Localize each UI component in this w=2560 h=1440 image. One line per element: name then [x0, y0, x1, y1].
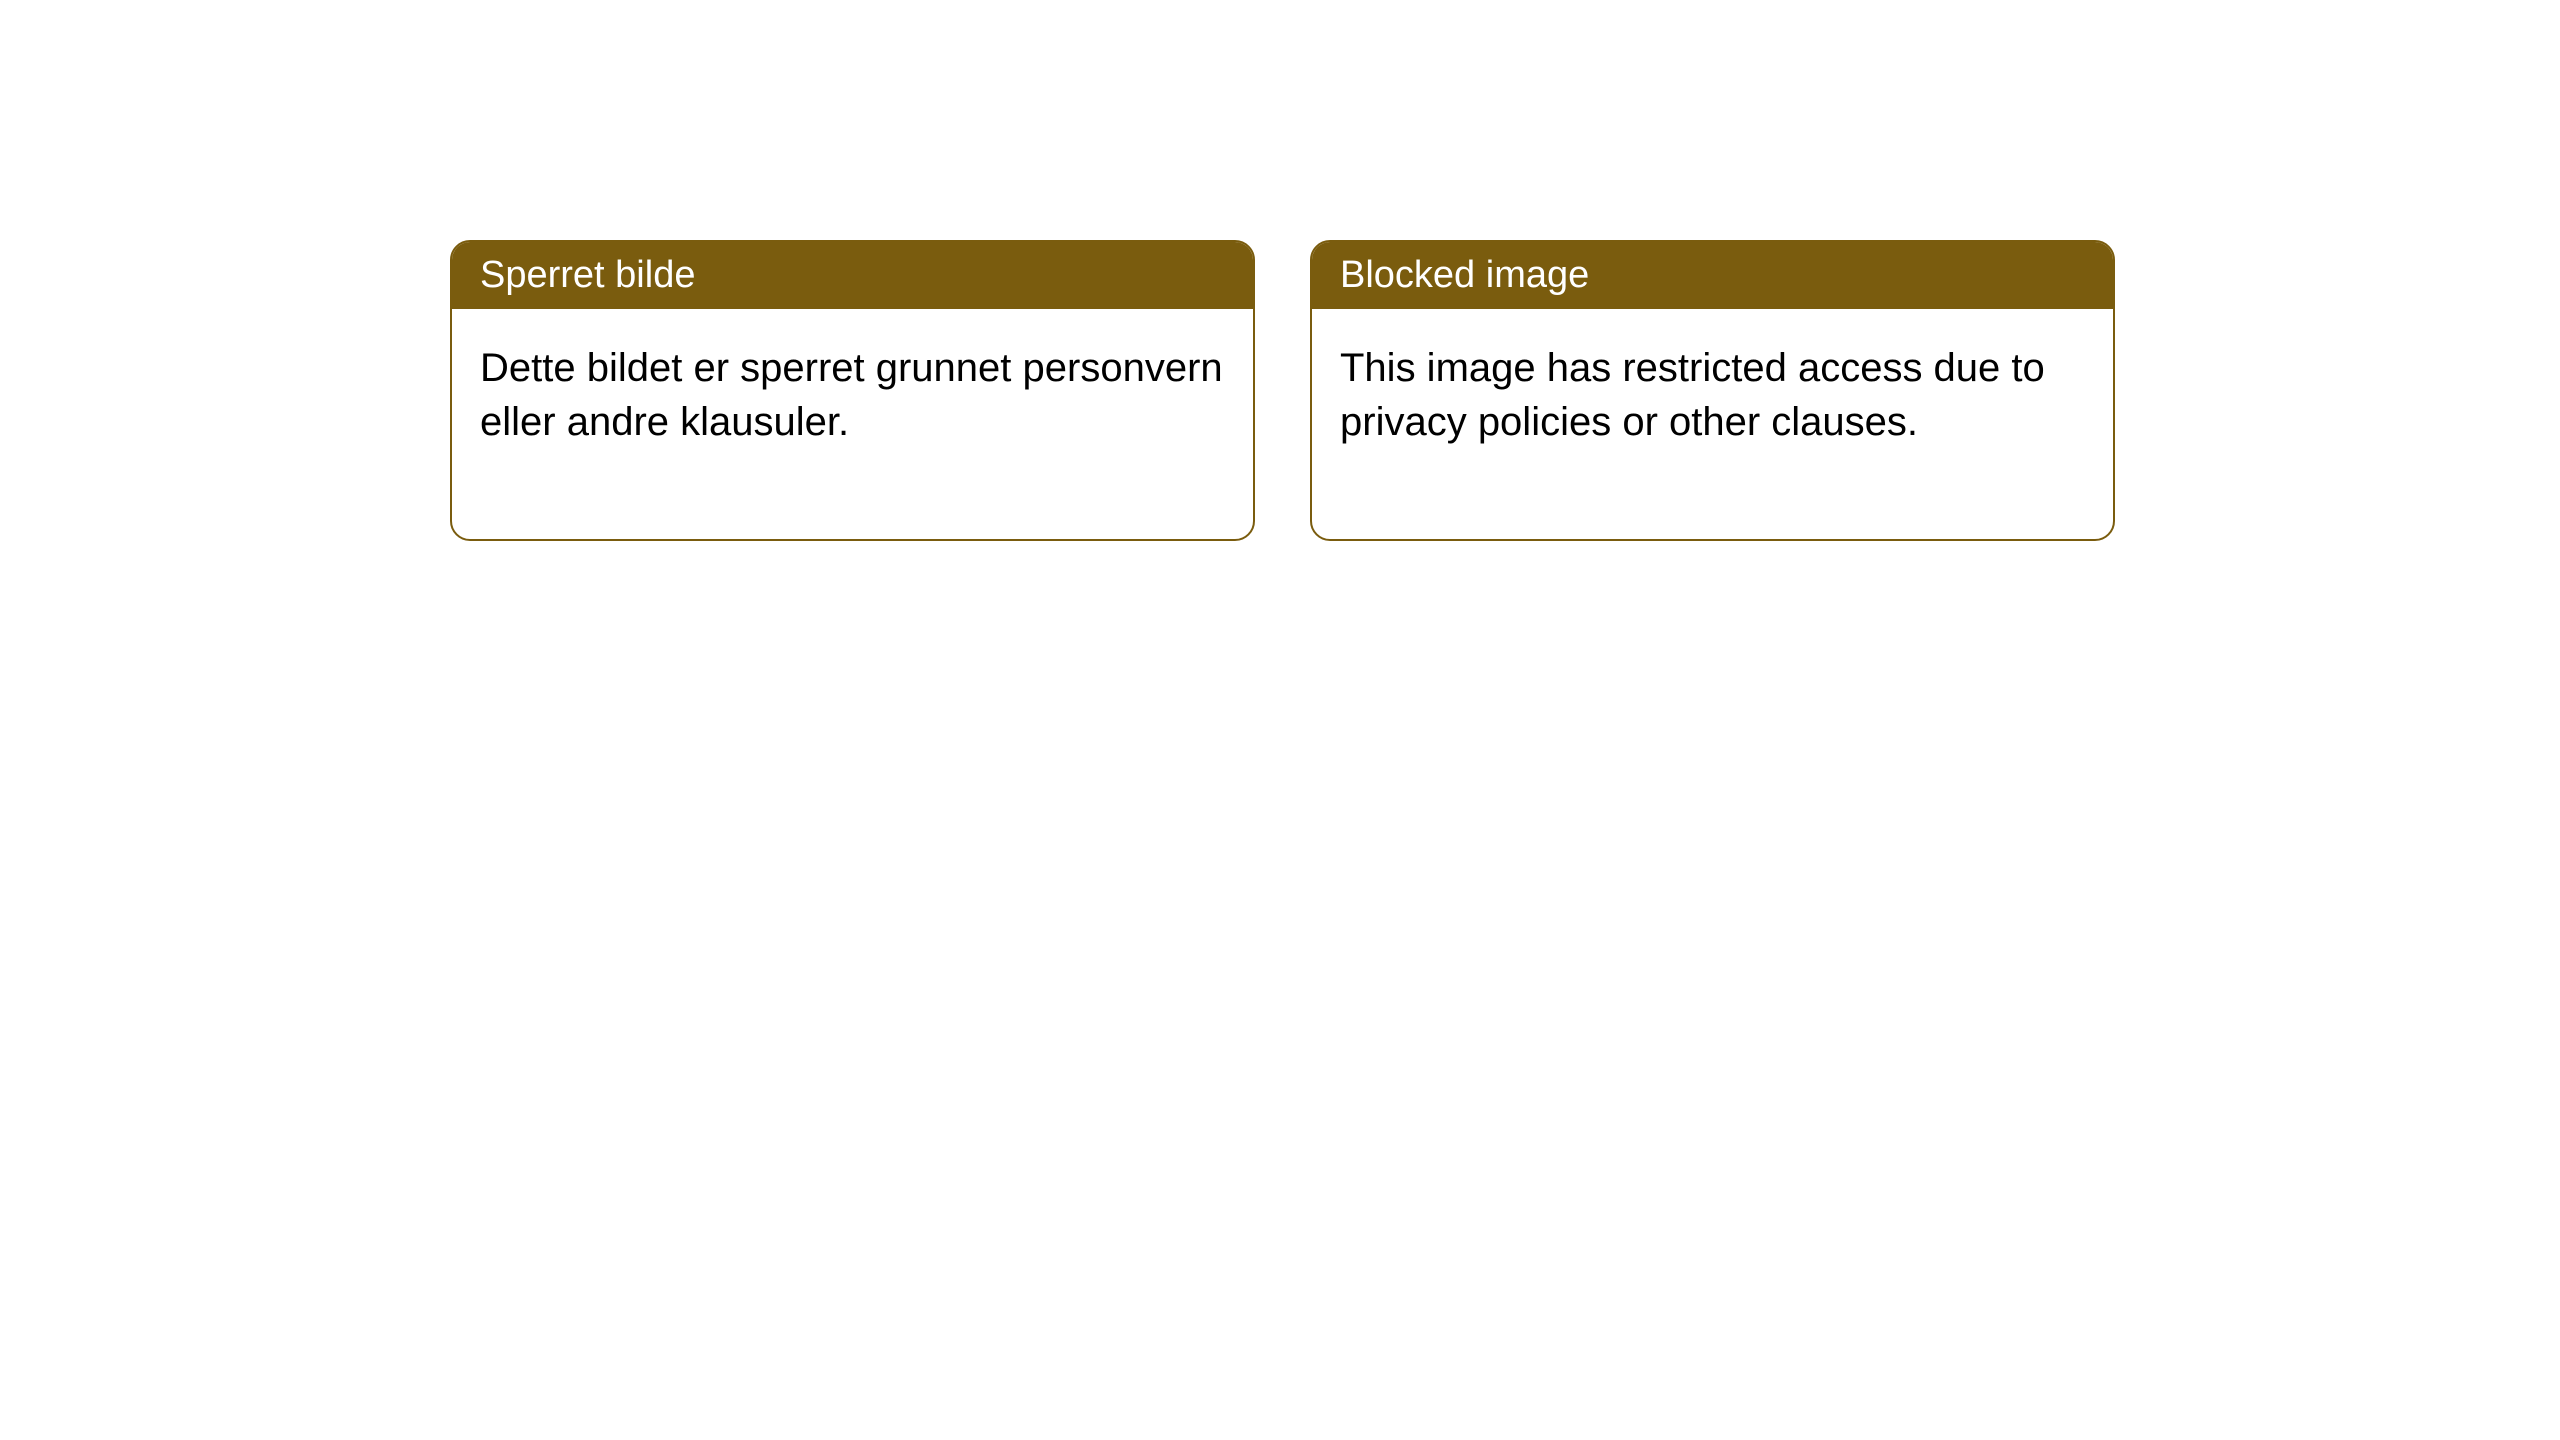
notice-container: Sperret bilde Dette bildet er sperret gr…	[0, 0, 2560, 541]
notice-body-english: This image has restricted access due to …	[1312, 309, 2113, 539]
notice-card-norwegian: Sperret bilde Dette bildet er sperret gr…	[450, 240, 1255, 541]
notice-card-english: Blocked image This image has restricted …	[1310, 240, 2115, 541]
notice-header-norwegian: Sperret bilde	[452, 242, 1253, 309]
notice-body-norwegian: Dette bildet er sperret grunnet personve…	[452, 309, 1253, 539]
notice-header-english: Blocked image	[1312, 242, 2113, 309]
